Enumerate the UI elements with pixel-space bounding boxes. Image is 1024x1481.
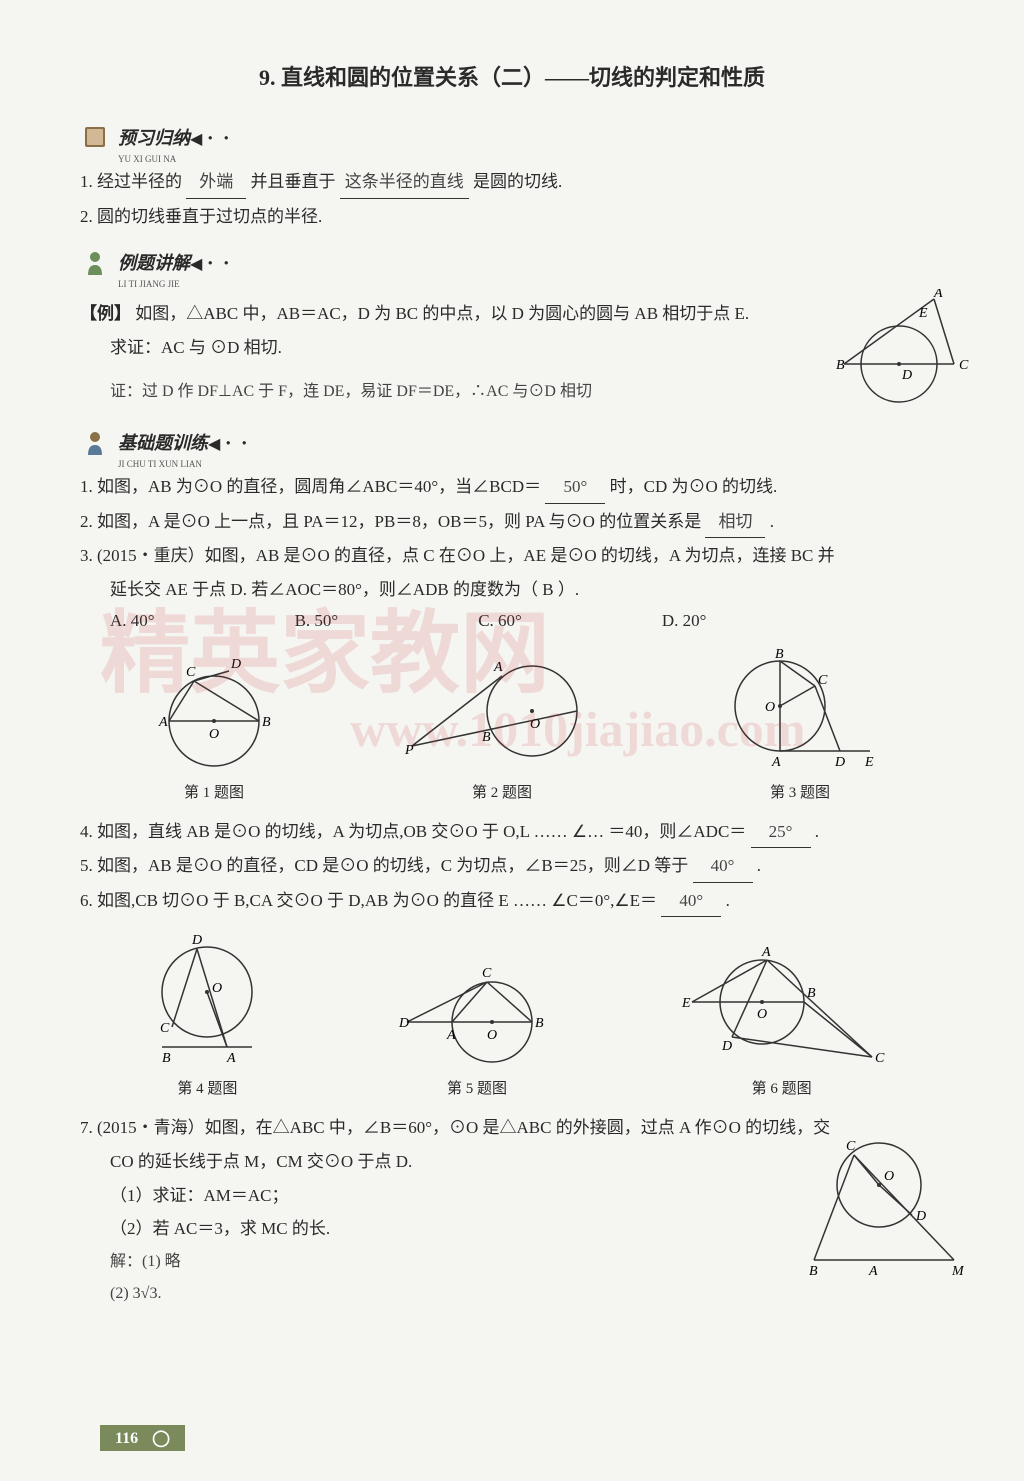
practice-q3-options: A. 40° B. 50° C. 60° D. 20° bbox=[110, 611, 944, 631]
svg-text:O: O bbox=[212, 981, 222, 996]
svg-text:C: C bbox=[160, 1021, 170, 1036]
person-icon bbox=[80, 247, 110, 277]
section-example-header: 例题讲解 ◀・・ bbox=[80, 247, 944, 277]
svg-text:C: C bbox=[875, 1051, 885, 1066]
svg-text:A: A bbox=[868, 1264, 878, 1279]
practice-q3-line2: 延长交 AE 于点 D. 若∠AOC＝80°，则∠ADB 的度数为（ B ）. bbox=[80, 575, 944, 606]
svg-text:O: O bbox=[530, 717, 540, 732]
svg-text:O: O bbox=[487, 1028, 497, 1043]
svg-text:B: B bbox=[535, 1016, 544, 1031]
svg-text:B: B bbox=[775, 647, 784, 662]
section-practice-label: 基础题训练 bbox=[118, 429, 208, 455]
svg-text:E: E bbox=[918, 306, 928, 321]
arrow-icon: ◀・・ bbox=[190, 125, 234, 149]
svg-text:D: D bbox=[191, 933, 202, 948]
svg-text:B: B bbox=[809, 1264, 818, 1279]
section-example-sub: LI TI JIANG JIE bbox=[118, 279, 944, 289]
figure-1: A B C D O 第 1 题图 bbox=[134, 646, 294, 802]
svg-text:D: D bbox=[834, 755, 845, 770]
student-icon bbox=[80, 427, 110, 457]
svg-text:B: B bbox=[162, 1051, 171, 1066]
page-number: 116 ◯ bbox=[100, 1425, 185, 1451]
svg-text:D: D bbox=[398, 1016, 409, 1031]
svg-text:B: B bbox=[482, 730, 491, 745]
practice-q1: 1. 如图，AB 为⊙O 的直径，圆周角∠ABC＝40°，当∠BCD＝ 50° … bbox=[80, 472, 944, 504]
svg-text:A: A bbox=[761, 945, 771, 960]
book-icon bbox=[80, 122, 110, 152]
svg-text:B: B bbox=[836, 358, 845, 373]
svg-text:A: A bbox=[771, 755, 781, 770]
svg-text:A: A bbox=[446, 1028, 456, 1043]
svg-text:O: O bbox=[765, 700, 775, 715]
section-example-label: 例题讲解 bbox=[118, 249, 190, 275]
practice-q3-line1: 3. (2015・重庆）如图，AB 是⊙O 的直径，点 C 在⊙O 上，AE 是… bbox=[80, 541, 944, 572]
svg-text:B: B bbox=[807, 986, 816, 1001]
figure-row-2: D O C B A 第 4 题图 D C A O B 第 5 题图 bbox=[80, 932, 944, 1098]
svg-text:A: A bbox=[158, 715, 168, 730]
svg-text:C: C bbox=[959, 358, 969, 373]
svg-text:D: D bbox=[915, 1209, 926, 1224]
svg-text:O: O bbox=[884, 1169, 894, 1184]
practice-q5: 5. 如图，AB 是⊙O 的直径，CD 是⊙O 的切线，C 为切点，∠B＝25，… bbox=[80, 851, 944, 883]
svg-text:C: C bbox=[818, 673, 828, 688]
section-preview-label: 预习归纳 bbox=[118, 124, 190, 150]
svg-text:A: A bbox=[493, 660, 503, 675]
svg-text:C: C bbox=[186, 665, 196, 680]
svg-text:E: E bbox=[864, 755, 874, 770]
section-practice-header: 基础题训练 ◀・・ bbox=[80, 427, 944, 457]
figure-5: D C A O B 第 5 题图 bbox=[387, 952, 567, 1098]
preview-line-1: 1. 经过半径的 外端 并且垂直于 这条半径的直线 是圆的切线. bbox=[80, 167, 944, 199]
example-figure: A B C D E bbox=[824, 289, 974, 409]
svg-text:M: M bbox=[951, 1264, 964, 1279]
figure-4: D O C B A 第 4 题图 bbox=[132, 932, 282, 1098]
figure-6: A E O D B C 第 6 题图 bbox=[672, 942, 892, 1098]
practice-q4: 4. 如图，直线 AB 是⊙O 的切线，A 为切点,OB 交⊙O 于 O,L …… bbox=[80, 817, 944, 849]
figure-row-1: A B C D O 第 1 题图 P A B O 第 2 题图 bbox=[80, 646, 944, 802]
svg-text:D: D bbox=[901, 368, 912, 383]
svg-text:O: O bbox=[757, 1007, 767, 1022]
svg-text:E: E bbox=[681, 996, 691, 1011]
svg-text:A: A bbox=[226, 1051, 236, 1066]
svg-text:P: P bbox=[404, 743, 414, 758]
svg-text:A: A bbox=[933, 289, 943, 301]
section-preview-header: 预习归纳 ◀・・ bbox=[80, 122, 944, 152]
page-title: 9. 直线和圆的位置关系（二）——切线的判定和性质 bbox=[80, 60, 944, 92]
section-practice-sub: JI CHU TI XUN LIAN bbox=[118, 459, 944, 469]
section-preview-sub: YU XI GUI NA bbox=[118, 154, 944, 164]
figure-7: C O D B A M bbox=[794, 1130, 964, 1280]
svg-text:C: C bbox=[846, 1139, 856, 1154]
practice-q2: 2. 如图，A 是⊙O 上一点，且 PA＝12，PB＝8，OB＝5，则 PA 与… bbox=[80, 507, 944, 539]
figure-2: P A B O 第 2 题图 bbox=[402, 646, 602, 802]
arrow-icon: ◀・・ bbox=[208, 430, 252, 454]
svg-text:B: B bbox=[262, 715, 271, 730]
practice-q7-ans2: (2) 3√3. bbox=[80, 1280, 944, 1309]
preview-line-2: 2. 圆的切线垂直于过切点的半径. bbox=[80, 202, 944, 233]
svg-text:O: O bbox=[209, 727, 219, 742]
svg-text:D: D bbox=[721, 1039, 732, 1054]
figure-3: B C O A D E 第 3 题图 bbox=[710, 646, 890, 802]
practice-q6: 6. 如图,CB 切⊙O 于 B,CA 交⊙O 于 D,AB 为⊙O 的直径 E… bbox=[80, 886, 944, 918]
svg-text:C: C bbox=[482, 966, 492, 981]
arrow-icon: ◀・・ bbox=[190, 250, 234, 274]
example-block: 【例】 如图，△ABC 中，AB＝AC，D 为 BC 的中点，以 D 为圆心的圆… bbox=[80, 299, 944, 407]
svg-text:D: D bbox=[230, 657, 241, 672]
